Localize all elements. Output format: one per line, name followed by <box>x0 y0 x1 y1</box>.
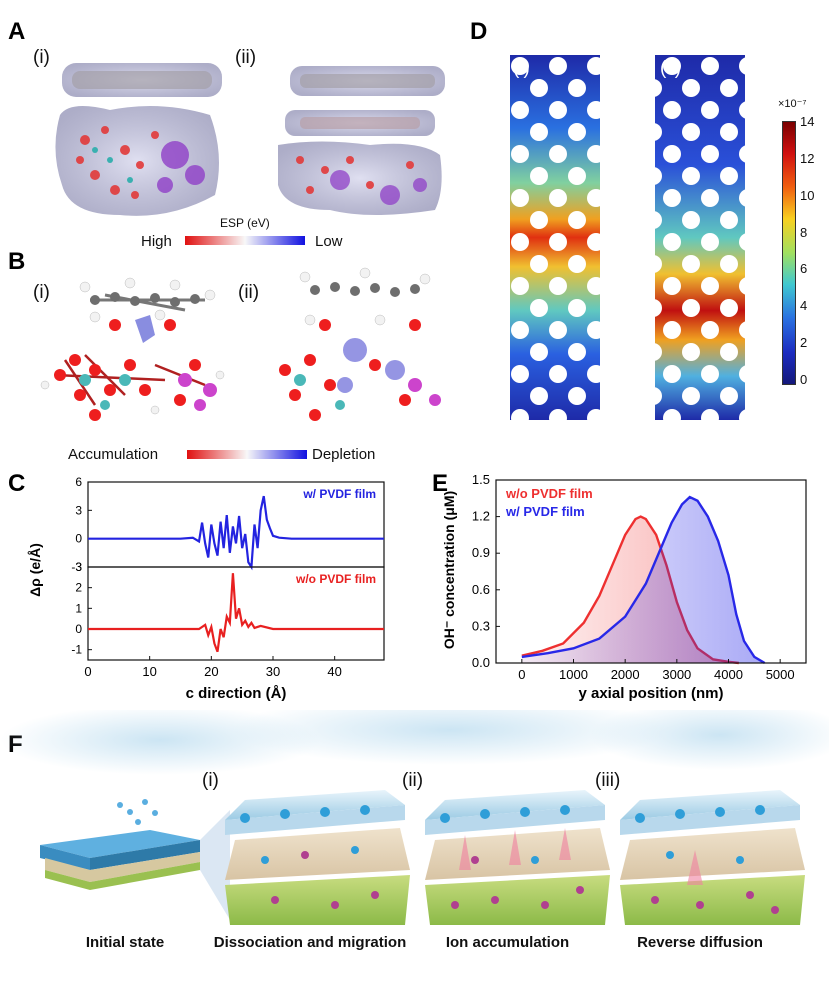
colorbar-tick-label: 4 <box>800 298 808 314</box>
panel-e-letter: E <box>432 470 449 497</box>
panel-d-letter: D <box>470 18 488 45</box>
plot-frame <box>495 479 807 664</box>
colorbar-tick-label: 8 <box>800 224 808 240</box>
colorbar <box>782 121 796 385</box>
x-tick-label: 10 <box>142 664 156 679</box>
panel-a-sub-i: (i) <box>33 47 50 68</box>
panel-b-letter: B <box>8 248 26 275</box>
y-tick-label: 3 <box>75 503 82 517</box>
x-axis-label: c direction (Å) <box>186 685 287 702</box>
panel-b-sub-i: (i) <box>33 282 50 303</box>
colorbar-tick-label: 10 <box>800 187 815 203</box>
x-tick-label: 0 <box>84 664 91 679</box>
series-line <box>521 495 766 665</box>
panel-a-letter: A <box>8 18 26 45</box>
x-tick-label: 3000 <box>662 667 691 682</box>
x-axis-label: y axial position (nm) <box>578 685 723 702</box>
colorbar-tick-label: 2 <box>800 335 808 351</box>
y-tick-label: 0 <box>75 532 82 546</box>
panel-d-fields <box>510 55 745 420</box>
charge-scale-depletion: Depletion <box>312 446 376 463</box>
y-tick-label: 3 <box>75 560 82 574</box>
series-legend-label: w/o PVDF film <box>505 486 593 501</box>
series-line <box>88 495 384 571</box>
y-axis-label: Δρ (e/Å) <box>27 543 43 597</box>
colorbar-tick-label: 0 <box>800 372 808 387</box>
series-legend-label: w/o PVDF film <box>295 572 376 586</box>
x-tick-label: 0 <box>518 667 525 682</box>
panel-f-sub-iii: (iii) <box>595 770 621 791</box>
y-tick-label: 0.9 <box>472 545 490 560</box>
panel-b-molecule-ii <box>279 267 441 421</box>
caption-ion-accumulation: Ion accumulation <box>445 934 570 951</box>
x-tick-label: 40 <box>327 664 341 679</box>
panel-d-sub-ii: (ii) <box>660 58 682 79</box>
esp-scale-low: Low <box>315 233 343 250</box>
caption-reverse-diffusion: Reverse diffusion <box>637 934 763 951</box>
panel-f-sub-i: (i) <box>202 770 219 791</box>
panel-a-sub-ii: (ii) <box>235 47 257 68</box>
y-tick-label: 0 <box>75 622 82 636</box>
x-tick-label: 30 <box>266 664 280 679</box>
y-tick-label: 0.3 <box>472 618 490 633</box>
y-tick-label: 0.0 <box>472 655 490 670</box>
panel-a-molecule-i <box>55 63 222 216</box>
panel-f-sub-ii: (ii) <box>402 770 424 791</box>
colorbar-tick-label: 14 <box>800 114 815 129</box>
y-tick-label: -1 <box>71 643 82 657</box>
y-tick-label: 2 <box>75 581 82 595</box>
panel-c-letter: C <box>8 470 26 497</box>
panel-b-molecule-i <box>40 277 225 421</box>
series-legend-label: w/ PVDF film <box>302 487 376 501</box>
y-tick-label: 1.2 <box>472 509 490 524</box>
x-tick-label: 20 <box>204 664 218 679</box>
y-tick-label: 0.6 <box>472 582 490 597</box>
y-axis-label: OH⁻ concentration (μM) <box>441 491 457 649</box>
x-tick-label: 2000 <box>611 667 640 682</box>
x-tick-label: 4000 <box>714 667 743 682</box>
panel-a-molecule-ii <box>278 66 445 215</box>
series-legend-label: w/ PVDF film <box>505 504 585 519</box>
y-tick-label: -3 <box>71 560 82 574</box>
panel-e-chart: w/o PVDF film w/ PVDF film 0.0 0.3 0.6 0.9 1.2… <box>441 472 807 702</box>
series-line <box>88 573 384 653</box>
charge-scale-accumulation: Accumulation <box>68 446 159 463</box>
series-area <box>521 497 765 663</box>
caption-initial-state: Initial state <box>85 934 165 951</box>
colorbar-exponent: ×10⁻⁷ <box>778 98 807 110</box>
charge-color-scale <box>187 450 307 459</box>
x-tick-label: 5000 <box>766 667 795 682</box>
y-tick-label: 1 <box>75 601 82 615</box>
panel-f-schematic <box>0 710 829 925</box>
panel-b-sub-ii: (ii) <box>238 282 260 303</box>
colorbar-tick-label: 12 <box>800 150 815 166</box>
caption-dissociation: Dissociation and migration <box>213 934 407 951</box>
esp-scale-high: High <box>141 233 172 250</box>
esp-scale-title: ESP (eV) <box>220 216 270 230</box>
y-tick-label: 1.5 <box>472 472 490 487</box>
x-tick-label: 1000 <box>559 667 588 682</box>
y-tick-label: 6 <box>75 475 82 489</box>
subplot-frame <box>87 566 385 661</box>
colorbar-tick-label: 6 <box>800 261 808 277</box>
panel-d-sub-i: (i) <box>513 58 530 79</box>
esp-color-scale <box>185 236 305 245</box>
